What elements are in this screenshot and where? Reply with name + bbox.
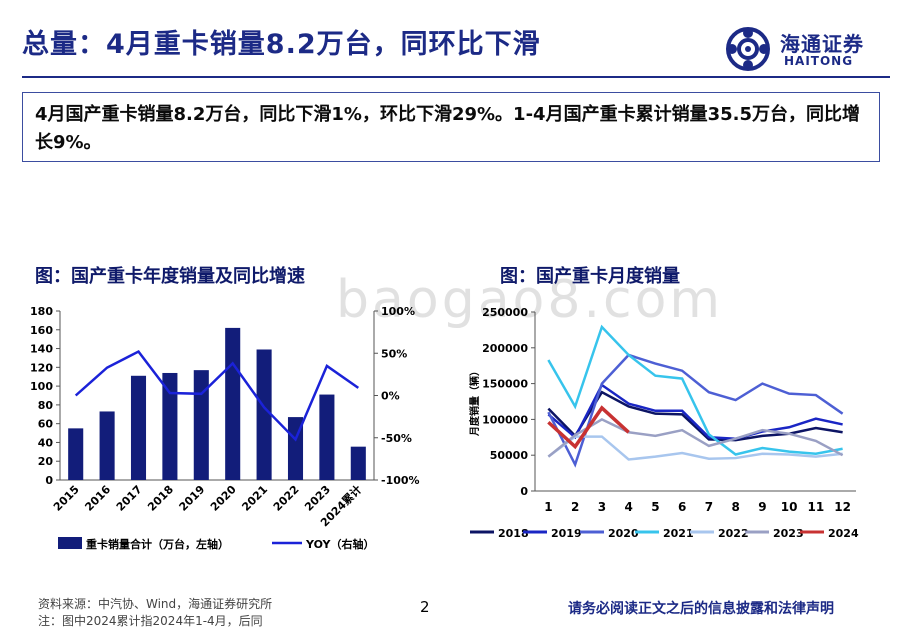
logo-english-name: HAITONG: [784, 54, 854, 68]
chart1-right-tick-label: 100%: [381, 305, 415, 318]
chart1-right-tick-label: 50%: [381, 347, 407, 360]
legend-label-2018: 2018: [498, 527, 529, 540]
annual-sales-bar: [350, 446, 366, 480]
chart2-y-tick-label: 100000: [482, 413, 528, 426]
chart2-x-tick-label: 1: [544, 500, 552, 514]
yoy-line: [74, 349, 360, 442]
source-notes: 资料来源：中汽协、Wind，海通证券研究所 注：图中2024累计指2024年1-…: [38, 596, 272, 630]
series-line-2020: [547, 353, 844, 468]
annual-sales-bar: [256, 349, 272, 480]
annual-sales-bar: [130, 375, 147, 480]
chart1-left-tick-label: 160: [30, 324, 53, 337]
page-title: 总量：4月重卡销量8.2万台，同环比下滑: [22, 29, 541, 60]
legend-label-2024: 2024: [828, 527, 859, 540]
chart1-left-tick-label: 120: [30, 361, 53, 374]
chart2-x-tick-label: 10: [781, 500, 798, 514]
source-line: 资料来源：中汽协、Wind，海通证券研究所: [38, 597, 273, 611]
note-line: 注：图中2024累计指2024年1-4月，后同: [38, 614, 263, 628]
chart1-left-tick-label: 140: [30, 343, 53, 356]
legend-bar-label: 重卡销量合计（万台，左轴）: [86, 537, 229, 551]
chart1-right-tick-label: 0%: [381, 390, 400, 403]
logo-name: 海通证券: [780, 32, 864, 56]
chart2-y-tick-label: 50000: [490, 449, 529, 462]
chart2-title: 图：国产重卡月度销量: [500, 266, 680, 287]
chart2-x-tick-label: 4: [624, 500, 632, 514]
page-number: 2: [420, 598, 430, 616]
series-line-2018: [547, 390, 843, 442]
chart1-title: 图：国产重卡年度销量及同比增速: [35, 266, 305, 287]
legend-yoy-label: YOY（右轴）: [305, 537, 375, 551]
chart1-left-tick-label: 60: [38, 418, 54, 431]
chart2-y-axis-label: 月度销量（辆）: [468, 366, 481, 437]
annual-sales-bar: [68, 428, 84, 480]
chart2-x-tick-label: 7: [705, 500, 713, 514]
chart1-left-tick-label: 80: [38, 399, 54, 412]
disclaimer: 请务必阅读正文之后的信息披露和法律声明: [568, 601, 834, 617]
legend-label-2023: 2023: [773, 527, 804, 540]
series-line-2021: [547, 324, 843, 456]
legend-bar-swatch: [58, 537, 82, 549]
chart2-x-tick-label: 2: [571, 500, 579, 514]
series-line-2022: [547, 435, 843, 461]
haitong-emblem-icon: [726, 27, 770, 71]
chart2-x-tick-label: 5: [651, 500, 659, 514]
annual-sales-bar: [162, 372, 178, 480]
chart2-x-tick-label: 3: [598, 500, 606, 514]
annual-sales-bar: [193, 370, 209, 480]
chart1-left-tick-label: 40: [38, 436, 54, 449]
chart2-x-tick-label: 9: [758, 500, 766, 514]
chart2-x-tick-label: 6: [678, 500, 686, 514]
chart2-y-tick-label: 250000: [482, 306, 528, 319]
chart2-y-tick-label: 150000: [482, 378, 528, 391]
chart2-y-tick-label: 0: [520, 485, 528, 498]
chart1-right-tick-label: -100%: [381, 474, 420, 487]
chart1-left-tick-label: 20: [38, 455, 54, 468]
chart2-y-tick-label: 200000: [482, 342, 528, 355]
legend-label-2020: 2020: [608, 527, 639, 540]
haitong-logo: 海通证券 HAITONG: [722, 26, 892, 72]
annual-sales-bar: [319, 394, 335, 480]
header-divider: [22, 76, 890, 78]
series-line-2023: [547, 417, 844, 458]
chart2-x-tick-label: 11: [808, 500, 825, 514]
series-line-2024: [547, 405, 630, 450]
legend-label-2022: 2022: [718, 527, 749, 540]
chart1-left-tick-label: 0: [45, 474, 53, 487]
chart1-right-tick-label: -50%: [381, 432, 412, 445]
chart2-x-tick-label: 8: [731, 500, 739, 514]
chart2-x-tick-label: 12: [834, 500, 851, 514]
watermark: baogao8.com: [336, 270, 724, 330]
legend-label-2021: 2021: [663, 527, 694, 540]
chart1-left-tick-label: 100: [30, 380, 53, 393]
legend-label-2019: 2019: [551, 527, 582, 540]
chart1-left-tick-label: 180: [30, 305, 53, 318]
summary-box: 4月国产重卡销量8.2万台，同比下滑1%，环比下滑29%。1-4月国产重卡累计销…: [22, 92, 880, 162]
annual-sales-bar: [99, 411, 115, 480]
